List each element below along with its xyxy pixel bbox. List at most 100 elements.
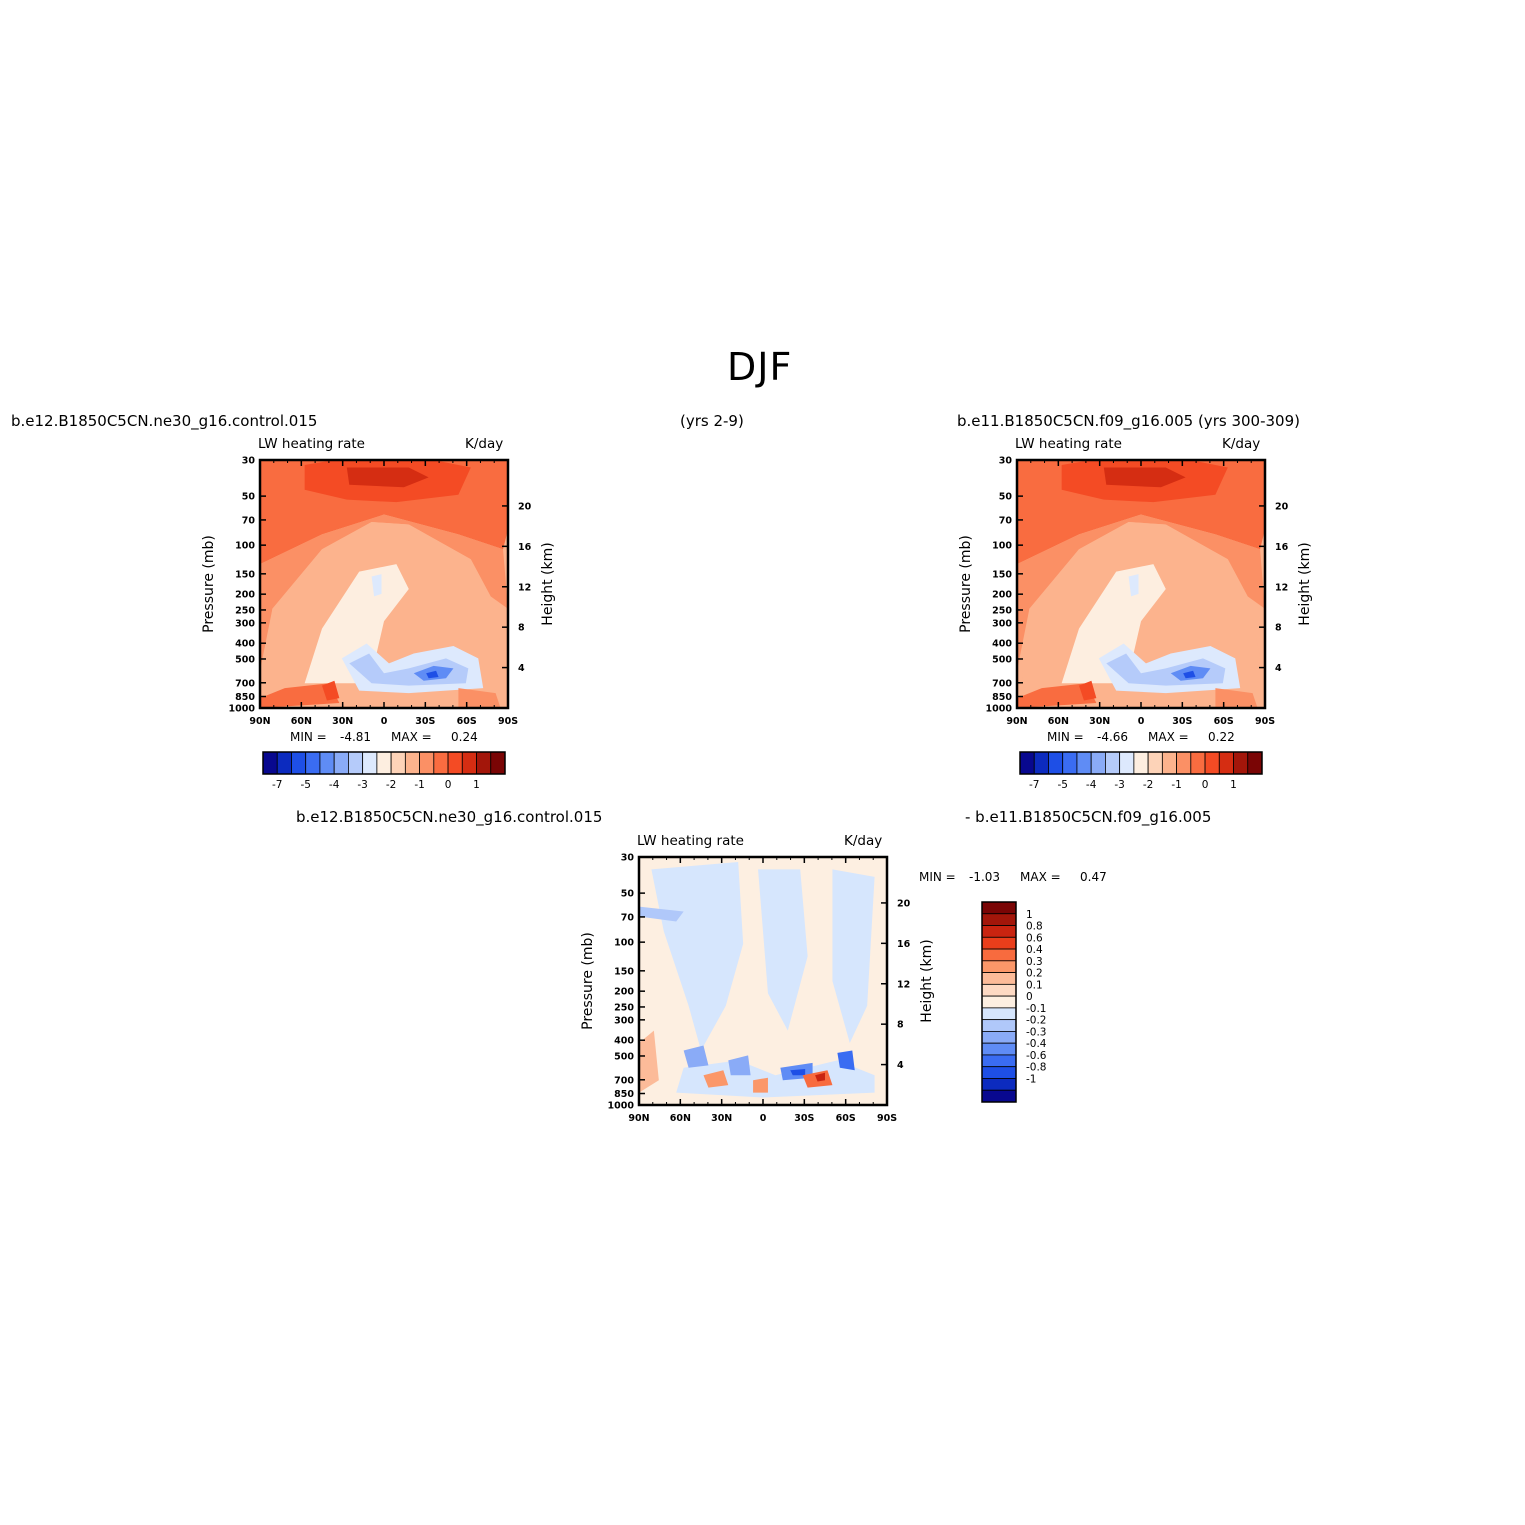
colorbar-label: 0 (445, 779, 452, 791)
x-tick-label: 0 (760, 1113, 767, 1124)
colorbar-swatch (981, 983, 1017, 997)
colorbar-swatch (981, 936, 1017, 950)
heatmap-field (1017, 460, 1265, 708)
x-tick-label: 90S (877, 1113, 897, 1124)
y-right-tick-label: 4 (1275, 663, 1282, 674)
colorbar-label: 1 (473, 779, 480, 791)
colorbar-label: -3 (1114, 779, 1124, 791)
max-label: MAX = (1020, 870, 1061, 884)
contour-region-5 (1061, 564, 1166, 684)
y-tick-label: 850 (235, 692, 255, 703)
colorbar-swatch (1048, 751, 1064, 775)
contour-region-3 (639, 906, 684, 922)
y-tick-label: 1000 (986, 704, 1013, 715)
colorbar-swatch (981, 995, 1017, 1009)
colorbar-label: -1 (1171, 779, 1181, 791)
colorbar-swatch (981, 1089, 1017, 1103)
chart-panel-f09: LW heating rate K/day 30 50 70 100 150 200 250… (952, 432, 1332, 792)
contour-region-11 (1017, 683, 1097, 708)
x-tick-label: 60N (291, 716, 312, 727)
colorbar-swatch (461, 751, 477, 775)
contour-region-6 (728, 1055, 751, 1076)
y-right-axis-label: Height (km) (1297, 542, 1313, 625)
colorbar-swatch (276, 751, 292, 775)
x-tick-label: 90N (628, 1113, 649, 1124)
colorbar-swatch (447, 751, 463, 775)
y-tick-label: 200 (614, 987, 634, 998)
colorbar-swatch (433, 751, 449, 775)
contour-region-0 (651, 861, 744, 1051)
colorbar-label: -0.1 (1026, 1003, 1047, 1015)
x-tick-label: 60N (1048, 716, 1069, 727)
colorbar-swatch (1062, 751, 1078, 775)
y-tick-label: 700 (992, 678, 1012, 689)
colorbar-swatch (262, 751, 278, 775)
colorbar-swatch (981, 1007, 1017, 1021)
heatmap-svg: 3050701001502002503004005007008501000Pre… (580, 853, 1047, 1125)
colorbar-label: -7 (272, 779, 282, 791)
contour-region-9 (837, 1050, 855, 1071)
colorbar-label: -4 (329, 779, 340, 791)
x-tick-label: 30N (711, 1113, 732, 1124)
x-tick-label: 0 (1138, 716, 1145, 727)
contour-region-10 (371, 574, 382, 597)
x-tick-label: 60N (670, 1113, 691, 1124)
colorbar-swatch (981, 925, 1017, 938)
y-tick-label: 70 (242, 515, 256, 526)
x-tick-label: 30N (1089, 716, 1110, 727)
colorbar-swatch (1218, 751, 1234, 775)
y-axis-label: Pressure (mb) (580, 932, 596, 1030)
y-tick-label: 50 (242, 492, 256, 503)
colorbar-label: 0.6 (1026, 932, 1043, 944)
contour-region-5 (304, 564, 409, 684)
colorbar-label: -0.3 (1026, 1026, 1047, 1038)
max-value: 0.24 (451, 730, 478, 744)
colorbar-label: -5 (300, 779, 310, 791)
colorbar-label: 0.4 (1026, 944, 1043, 956)
colorbar-swatch (1233, 751, 1249, 775)
y-right-axis-label: Height (km) (540, 542, 556, 625)
colorbar-swatch (1119, 751, 1135, 775)
panel-title-left: LW heating rate (637, 833, 744, 849)
min-value: -1.03 (969, 870, 1001, 884)
panel-title-left: LW heating rate (1015, 436, 1122, 452)
contour-region-13 (815, 1072, 825, 1082)
y-tick-label: 150 (614, 966, 634, 977)
colorbar-label: -3 (357, 779, 367, 791)
contour-region-1 (758, 869, 808, 1031)
min-value: -4.81 (340, 730, 372, 744)
heatmap-field (639, 857, 887, 1105)
contour-region-2 (832, 869, 875, 1043)
colorbar-swatch (1204, 751, 1220, 775)
colorbar-label: -4 (1086, 779, 1097, 791)
x-tick-label: 0 (381, 716, 388, 727)
heatmap-field (260, 460, 508, 708)
contour-region-5 (683, 1045, 709, 1068)
colorbar-swatch (362, 751, 378, 775)
y-tick-label: 100 (235, 541, 255, 552)
y-tick-label: 50 (621, 889, 635, 900)
colorbar-swatch (348, 751, 364, 775)
y-tick-label: 300 (614, 1015, 634, 1026)
x-tick-label: 30S (794, 1113, 814, 1124)
colorbar-label: 0.1 (1026, 979, 1043, 991)
colorbar-label: -0.6 (1026, 1050, 1047, 1062)
max-label: MAX = (391, 730, 432, 744)
y-right-tick-label: 4 (897, 1060, 904, 1071)
colorbar-swatch (1147, 751, 1163, 775)
y-right-tick-label: 8 (518, 623, 525, 634)
y-right-tick-label: 8 (1275, 623, 1282, 634)
colorbar-swatch (291, 751, 307, 775)
colorbar-label: -2 (1143, 779, 1153, 791)
y-tick-label: 400 (992, 639, 1012, 650)
colorbar-swatch (390, 751, 406, 775)
colorbar-swatch (1247, 751, 1263, 775)
colorbar-label: -0.4 (1026, 1038, 1047, 1050)
y-axis-label: Pressure (mb) (201, 535, 217, 633)
diff-case2-label: - b.e11.B1850C5CN.f09_g16.005 (965, 808, 1212, 826)
colorbar-label: 1 (1230, 779, 1237, 791)
y-tick-label: 1000 (229, 704, 256, 715)
colorbar-swatch (1105, 751, 1121, 775)
contour-region-9 (426, 670, 439, 679)
colorbar-label: 0 (1202, 779, 1209, 791)
